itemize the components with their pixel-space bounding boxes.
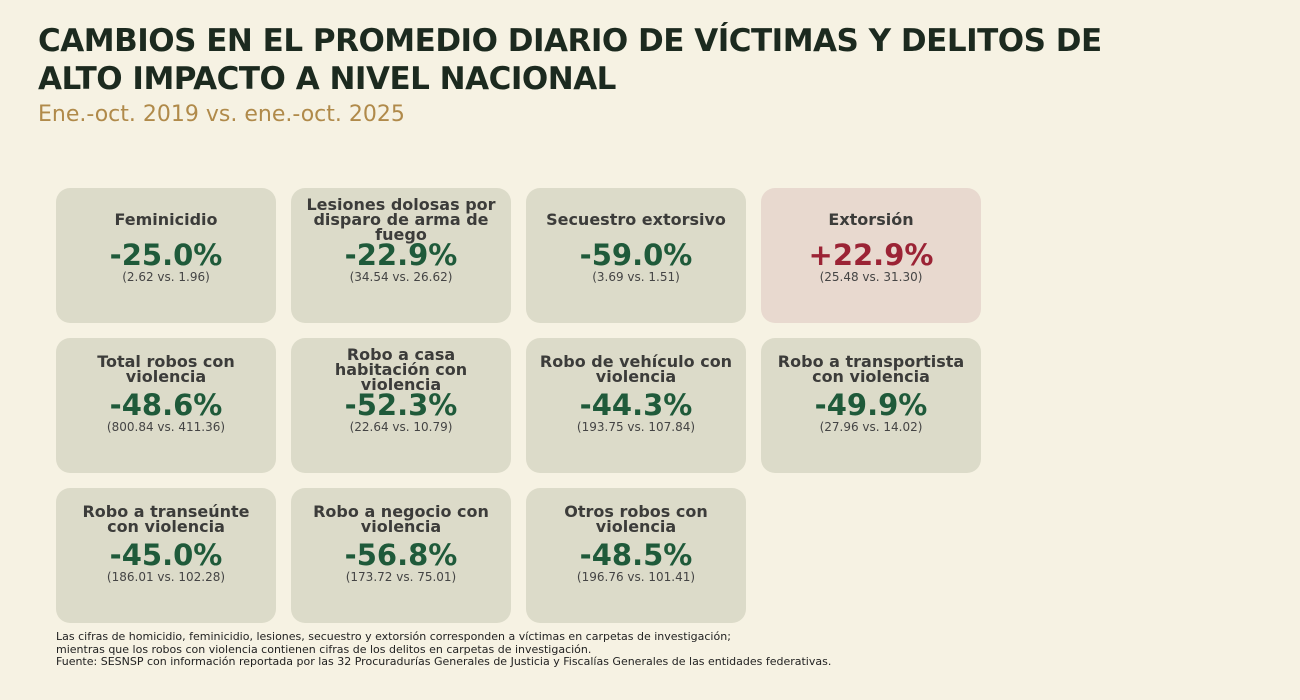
card-label: Robo de vehículo con violencia bbox=[539, 352, 733, 386]
card-change: +22.9% bbox=[808, 238, 934, 272]
stat-card: Feminicidio -25.0% (2.62 vs. 1.96) bbox=[56, 188, 276, 323]
stat-card: Otros robos con violencia -48.5% (196.76 v… bbox=[526, 488, 746, 623]
card-change: -45.0% bbox=[109, 538, 223, 572]
card-label: Robo a casa habitación con violencia bbox=[334, 344, 468, 394]
card-label: Feminicidio bbox=[114, 209, 218, 229]
stat-card: Lesiones dolosas por disparo de arma de … bbox=[291, 188, 511, 323]
stat-card: Robo a casa habitación con violencia -52.… bbox=[291, 338, 511, 473]
card-change: -59.0% bbox=[579, 238, 693, 272]
card-change: -25.0% bbox=[109, 238, 223, 272]
card-change: -22.9% bbox=[344, 238, 458, 272]
card-label: Otros robos con violencia bbox=[564, 502, 708, 536]
card-change: -48.6% bbox=[109, 388, 223, 422]
title: CAMBIOS EN EL PROMEDIO DIARIO DE VÍCTIMA… bbox=[38, 23, 1102, 97]
card-comparison: (25.48 vs. 31.30) bbox=[819, 270, 923, 284]
card-comparison: (186.01 vs. 102.28) bbox=[106, 570, 226, 584]
footnote: Fuente: SESNSP con información reportada… bbox=[56, 655, 832, 668]
footer: Las cifras de homicidio, feminicidio, le… bbox=[56, 630, 832, 669]
stat-card: Robo de vehículo con violencia -44.3% (193… bbox=[526, 338, 746, 473]
card-comparison: (22.64 vs. 10.79) bbox=[349, 420, 453, 434]
card-label: Total robos con violencia bbox=[97, 352, 235, 386]
card-label: Lesiones dolosas por disparo de arma de … bbox=[306, 194, 496, 244]
stat-card: Extorsión +22.9% (25.48 vs. 31.30) bbox=[761, 188, 981, 323]
subtitle: Ene.-oct. 2019 vs. ene.-oct. 2025 bbox=[38, 102, 405, 127]
card-label: Robo a transportista con violencia bbox=[777, 352, 965, 386]
stat-card: Robo a transportista con violencia -49.9%… bbox=[761, 338, 981, 473]
card-change: -52.3% bbox=[344, 388, 458, 422]
card-comparison: (800.84 vs. 411.36) bbox=[106, 420, 226, 434]
card-label: Robo a transeúnte con violencia bbox=[82, 502, 250, 536]
card-change: -49.9% bbox=[814, 388, 928, 422]
stat-card: Robo a negocio con violencia -56.8% (173.7… bbox=[291, 488, 511, 623]
card-comparison: (173.72 vs. 75.01) bbox=[345, 570, 457, 584]
card-label: Robo a negocio con violencia bbox=[313, 502, 489, 536]
card-label: Secuestro extorsivo bbox=[546, 209, 726, 229]
card-comparison: (3.69 vs. 1.51) bbox=[592, 270, 680, 284]
card-label: Extorsión bbox=[828, 209, 914, 229]
stat-card: Secuestro extorsivo -59.0% (3.69 vs. 1.51) bbox=[526, 188, 746, 323]
footnote: Las cifras de homicidio, feminicidio, le… bbox=[56, 630, 731, 643]
card-change: -44.3% bbox=[579, 388, 693, 422]
card-comparison: (196.76 vs. 101.41) bbox=[576, 570, 696, 584]
card-comparison: (34.54 vs. 26.62) bbox=[349, 270, 453, 284]
card-change: -56.8% bbox=[344, 538, 458, 572]
card-comparison: (2.62 vs. 1.96) bbox=[122, 270, 210, 284]
footnote: mientras que los robos con violencia con… bbox=[56, 642, 592, 656]
card-change: -48.5% bbox=[579, 538, 693, 572]
card-comparison: (27.96 vs. 14.02) bbox=[819, 420, 923, 434]
stat-card: Total robos con violencia -48.6% (800.84 v… bbox=[56, 338, 276, 473]
stat-card: Robo a transeúnte con violencia -45.0% (18… bbox=[56, 488, 276, 623]
card-comparison: (193.75 vs. 107.84) bbox=[576, 420, 696, 434]
